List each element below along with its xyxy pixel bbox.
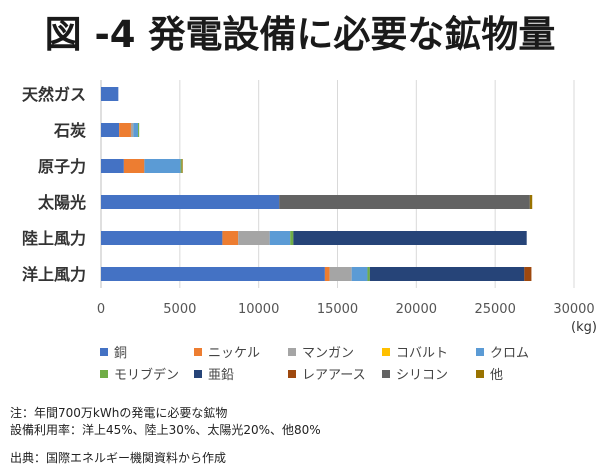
legend-label: マンガン [302,346,355,361]
bar-segment [101,231,223,245]
category-label: 石炭 [53,121,86,140]
legend-label: コバルト [396,346,449,361]
footnote-line: 設備利用率：洋上45%、陸上30%、太陽光20%、他80% [10,423,321,437]
bar-segment [101,195,280,209]
bar-segment [238,231,270,245]
x-tick-label: 0 [97,302,105,317]
legend-item-zinc: 亜鉛 [194,364,234,383]
legend-label: 銅 [114,346,128,361]
bar-segment [529,195,533,209]
bar-segment [101,159,124,173]
bar-segment [101,123,120,137]
legend-item-nickel: ニッケル [194,342,260,361]
legend-label: クロム [490,346,530,361]
legend-item-copper: 銅 [100,342,127,361]
legend-item-silicon: シリコン [382,364,448,383]
legend-swatch [476,347,484,356]
category-label: 陸上風力 [22,229,86,248]
x-tick-label: 10000 [238,302,279,317]
bar-segment [367,267,370,281]
legend-swatch [288,347,296,356]
x-tick-label: 25000 [474,302,515,317]
legend-item-chromium: クロム [476,342,529,361]
bar-segment [329,267,352,281]
stacked-bar-chart: 0 5000 10000 15000 20000 25000 30000 (kg) 天然ガス石炭… [22,80,597,335]
legend-label: モリブデン [114,368,180,383]
legend-label: ニッケル [208,346,261,361]
source-note: 出典：国際エネルギー機関資料から作成 [10,451,227,465]
x-tick-label: 15000 [317,302,358,317]
bar-segment [293,231,527,245]
bar-segment [181,159,183,173]
bar-segment [133,123,139,137]
bar-segment [369,267,525,281]
legend-item-molybdenum: モリブデン [100,364,179,383]
category-label: 原子力 [38,157,86,176]
bar-segment [290,231,294,245]
x-tick-label: 30000 [553,302,594,317]
legend-item-other: 他 [476,364,503,383]
legend-item-cobalt: コバルト [382,342,448,361]
bar-segment [524,267,532,281]
bar-segment [101,87,119,101]
category-label: 洋上風力 [22,265,86,284]
legend-label: シリコン [396,368,449,383]
legend-swatch [382,369,390,378]
legend-item-manganese: マンガン [288,342,354,361]
legend-swatch [476,369,484,378]
legend-swatch [100,347,108,356]
legend-item-rare-earth: レアアース [288,364,366,383]
footnote-line: 注：年間700万kWhの発電に必要な鉱物 [10,406,228,420]
chart-title: 図 -4 発電設備に必要な鉱物量 [44,13,556,56]
legend-swatch [194,369,202,378]
legend-swatch [382,347,390,356]
bar-segment [324,267,330,281]
bar-segment [119,123,131,137]
bar-segment [222,231,239,245]
category-label: 天然ガス [22,85,86,104]
footnotes: 注：年間700万kWhの発電に必要な鉱物 設備利用率：洋上45%、陸上30%、太… [10,405,321,439]
bar-segment [123,159,145,173]
bar-segment [279,195,530,209]
bar-segment [351,267,368,281]
category-label: 太陽光 [37,193,86,212]
x-axis-unit: (kg) [571,320,597,335]
x-tick-label: 20000 [396,302,437,317]
x-tick-label: 5000 [163,302,196,317]
legend-swatch [194,347,202,356]
legend-swatch [288,369,296,378]
bar-segment [138,123,140,137]
legend-label: 亜鉛 [208,368,235,383]
bar-segment [269,231,291,245]
bar-segment [130,123,134,137]
bar-segment [101,267,325,281]
bar-segment [144,159,181,173]
legend-label: 他 [490,368,504,383]
legend-swatch [100,369,108,378]
legend-label: レアアース [302,368,366,383]
bar-segment [180,159,182,173]
